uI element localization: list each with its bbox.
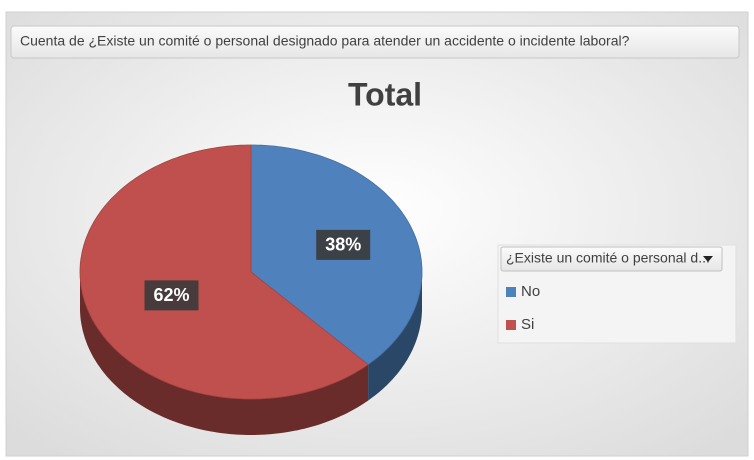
data-label-box xyxy=(144,280,199,311)
data-label-box xyxy=(316,229,371,260)
data-label: 62% xyxy=(153,285,189,305)
legend-label: No xyxy=(521,283,540,300)
slice-side xyxy=(80,272,369,435)
field-button[interactable] xyxy=(10,25,740,59)
field-button-label: Cuenta de ¿Existe un comité o personal d… xyxy=(20,33,630,49)
legend-dropdown[interactable] xyxy=(500,246,723,272)
legend-swatch xyxy=(506,287,516,297)
legend-title: ¿Existe un comité o personal d... xyxy=(506,250,710,266)
data-label: 38% xyxy=(325,235,361,255)
dropdown-arrow[interactable] xyxy=(703,256,713,262)
slice-side xyxy=(368,272,422,401)
legend-swatch xyxy=(506,320,516,330)
pie: 38% 62% xyxy=(79,144,423,435)
chart-title: Total xyxy=(348,76,422,112)
legend-label: Si xyxy=(521,316,534,333)
slice xyxy=(79,144,369,400)
legend-items: No Si xyxy=(506,283,540,333)
